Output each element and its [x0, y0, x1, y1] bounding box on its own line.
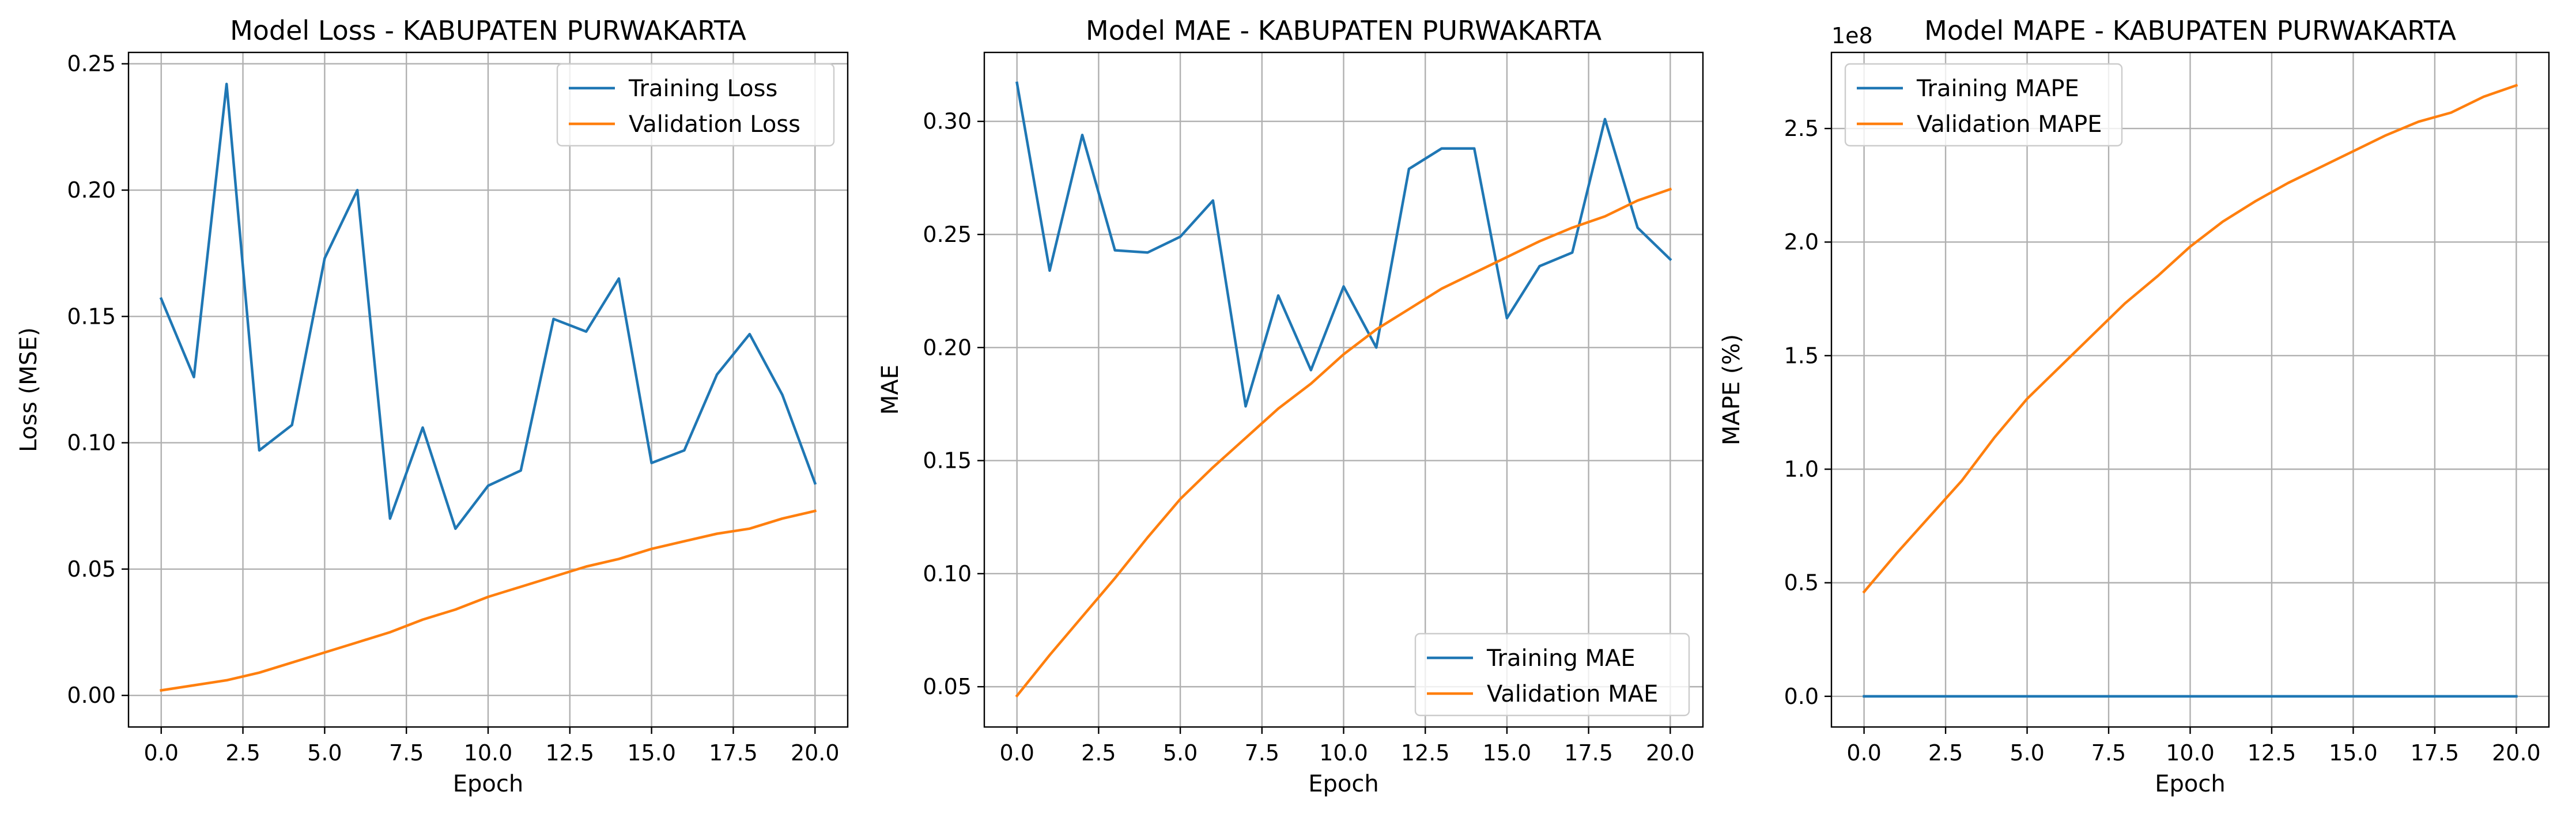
y-tick-label: 0.20	[923, 335, 972, 360]
legend-box	[1844, 63, 2123, 147]
chart-title: Model MAPE - KABUPATEN PURWAKARTA	[1924, 15, 2456, 46]
legend: Training MAE Validation MAE	[1414, 633, 1690, 717]
chart-panel-2: 0.0 2.5 5.0 7.5 10.0 12.5 15.0 17.5 20.0 0.05 0.10…	[877, 15, 1704, 797]
y-tick-label: 0.10	[923, 561, 972, 586]
x-tick-label: 12.5	[546, 740, 595, 766]
series-line-training-loss	[159, 82, 817, 530]
series-line-validation-mae	[1015, 187, 1672, 698]
y-tick-label: 2.0	[1784, 229, 1819, 255]
y-tick-label: 0.00	[67, 683, 116, 708]
y-tick-label: 0.30	[923, 109, 972, 134]
y-tick-label: 0.05	[923, 674, 972, 699]
x-tick-label: 15.0	[627, 740, 676, 766]
x-tick-label: 0.0	[144, 740, 179, 766]
y-tick-label: 0.15	[923, 448, 972, 474]
x-axis-label: Epoch	[453, 771, 523, 797]
x-axis-label: Epoch	[1308, 771, 1378, 797]
y-tick-label: 0.15	[67, 304, 116, 329]
x-tick-label: 5.0	[1163, 740, 1198, 766]
x-tick-label: 15.0	[2329, 740, 2378, 766]
y-tick-label: 0.05	[67, 556, 116, 582]
legend-entry: Validation Loss	[629, 111, 800, 138]
legend: Training Loss Validation Loss	[556, 63, 835, 147]
x-tick-label: 17.5	[1564, 740, 1613, 766]
legend-box	[1414, 633, 1690, 717]
x-tick-label: 20.0	[1646, 740, 1695, 766]
chart-panel-1: 0.0 2.5 5.0 7.5 10.0 12.5 15.0 17.5 20.0 0.00 0.05…	[16, 15, 849, 797]
y-tick-label: 0.25	[923, 222, 972, 247]
y-tick-label: 0.5	[1784, 570, 1819, 596]
x-tick-label: 2.5	[1081, 740, 1116, 766]
legend: Training MAPE Validation MAPE	[1844, 63, 2123, 147]
legend-entry: Validation MAE	[1487, 681, 1658, 707]
y-tick-label: 0.25	[67, 51, 116, 77]
legend-entry: Training MAPE	[1916, 75, 2079, 102]
series-line-validation-mape	[1862, 84, 2518, 594]
x-tick-label: 7.5	[2091, 740, 2126, 766]
x-tick-label: 20.0	[2492, 740, 2541, 766]
x-tick-label: 12.5	[1401, 740, 1450, 766]
y-axis-label: MAE	[877, 365, 904, 415]
legend-entry: Training Loss	[628, 75, 777, 102]
x-tick-label: 10.0	[1319, 740, 1368, 766]
y-tick-label: 0.10	[67, 430, 116, 456]
x-tick-label: 7.5	[389, 740, 424, 766]
x-tick-label: 0.0	[1846, 740, 1881, 766]
x-tick-label: 17.5	[709, 740, 758, 766]
y-axis-label: Loss (MSE)	[16, 327, 42, 452]
x-tick-label: 2.5	[1928, 740, 1963, 766]
chart-title: Model MAE - KABUPATEN PURWAKARTA	[1086, 15, 1602, 46]
x-tick-label: 7.5	[1245, 740, 1279, 766]
legend-box	[556, 63, 835, 147]
y-tick-label: 2.5	[1784, 116, 1819, 141]
legend-entry: Training MAE	[1486, 645, 1636, 672]
series-line-validation-loss	[160, 509, 817, 692]
y-tick-label: 0.20	[67, 177, 116, 203]
series-line-training-mae	[1015, 81, 1672, 408]
x-axis-label: Epoch	[2155, 771, 2225, 797]
x-tick-label: 10.0	[2166, 740, 2215, 766]
x-tick-label: 2.5	[225, 740, 260, 766]
legend-entry: Validation MAPE	[1917, 111, 2102, 138]
x-tick-label: 5.0	[2010, 740, 2044, 766]
x-tick-label: 5.0	[307, 740, 342, 766]
y-axis-label: MAPE (%)	[1718, 334, 1745, 445]
y-tick-label: 1.0	[1784, 456, 1819, 482]
chart-panel-3: 0.0 2.5 5.0 7.5 10.0 12.5 15.0 17.5 20.0 0.0 0.5 1.…	[1718, 15, 2550, 797]
x-tick-label: 0.0	[999, 740, 1034, 766]
x-tick-label: 20.0	[791, 740, 840, 766]
x-tick-label: 10.0	[464, 740, 513, 766]
y-offset-label: 1e8	[1831, 23, 1873, 48]
x-tick-label: 12.5	[2248, 740, 2297, 766]
y-tick-label: 1.5	[1784, 343, 1819, 368]
x-tick-label: 17.5	[2411, 740, 2460, 766]
x-tick-label: 15.0	[1483, 740, 1532, 766]
y-tick-label: 0.0	[1784, 684, 1819, 709]
chart-title: Model Loss - KABUPATEN PURWAKARTA	[230, 15, 746, 46]
